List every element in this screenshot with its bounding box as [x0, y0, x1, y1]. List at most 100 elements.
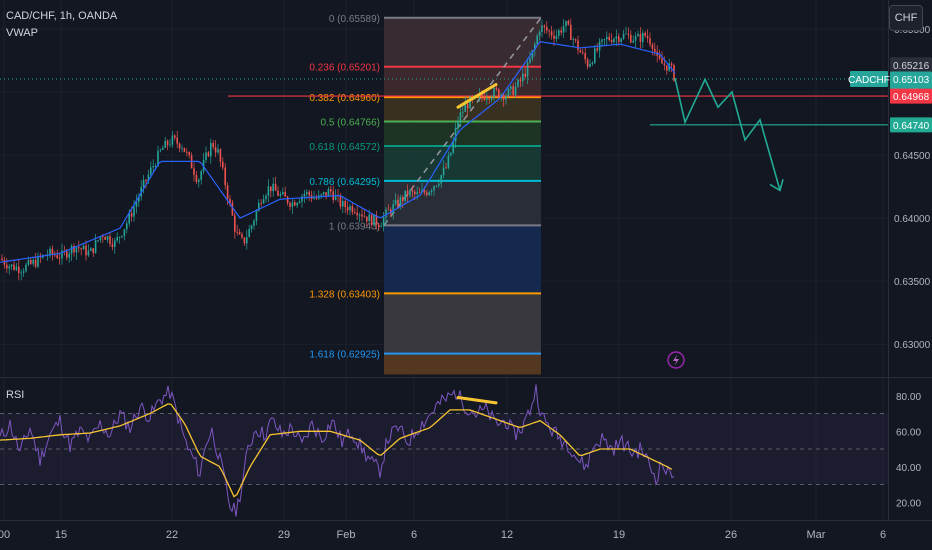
rsi-tick-label: 20.00: [896, 498, 921, 509]
currency-button[interactable]: CHF: [889, 5, 923, 31]
candle-body: [507, 88, 510, 97]
symbol-tag-box: [850, 71, 888, 88]
candle-body: [582, 52, 584, 54]
candle-body: [248, 229, 250, 238]
candle-body: [296, 203, 298, 206]
candle-body: [423, 190, 426, 193]
candle-body: [632, 40, 634, 43]
divergence-line-price[interactable]: [456, 82, 498, 109]
fib-level-label: 0.618 (0.64572): [309, 142, 380, 153]
candle-body: [574, 39, 577, 41]
candle-body: [121, 235, 123, 237]
candle-body: [277, 190, 279, 196]
rsi-line: [0, 384, 675, 517]
candle-body: [303, 193, 306, 197]
candle-body: [82, 245, 85, 250]
candle-body: [354, 212, 356, 213]
candle-body: [346, 207, 349, 211]
candle-body: [418, 192, 421, 194]
candle-body: [198, 179, 200, 182]
candle-body: [488, 98, 490, 100]
candle-body: [666, 65, 668, 71]
candle-body: [457, 121, 459, 129]
candle-body: [282, 192, 284, 195]
candle-body: [565, 20, 567, 27]
candle-body: [493, 87, 495, 98]
candle-body: [394, 199, 397, 205]
price-label-box: [890, 117, 932, 133]
candle-body: [298, 201, 301, 204]
fib-level-label: 1.618 (0.62925): [309, 350, 380, 361]
lightning-icon[interactable]: [667, 351, 685, 369]
candle-body: [255, 210, 258, 221]
candle-body: [668, 63, 670, 71]
candle-body: [334, 195, 337, 200]
candle-body: [126, 223, 128, 230]
candle-body: [673, 65, 675, 81]
candle-body: [349, 206, 351, 211]
lightning-icon-bolt: [673, 354, 679, 366]
price-label-text: 0.64740: [893, 121, 930, 132]
rsi-tick-label: 40.00: [896, 463, 921, 474]
candle-body: [1, 258, 3, 261]
candle-body: [147, 174, 150, 181]
candle-body: [306, 191, 308, 194]
candle-body: [327, 189, 330, 196]
projection-path[interactable]: [667, 77, 784, 369]
candle-body: [409, 190, 411, 196]
candle-body: [644, 32, 646, 37]
candle-body: [531, 50, 534, 59]
symbol-title[interactable]: CAD/CHF, 1h, OANDA: [6, 10, 118, 22]
candle-body: [658, 55, 661, 59]
candle-body: [370, 214, 373, 226]
candle-body: [613, 38, 615, 43]
candle-body: [73, 245, 75, 253]
candle-body: [606, 36, 608, 40]
candle-body: [243, 237, 246, 244]
divergence-line-rsi[interactable]: [456, 396, 498, 405]
candle-body: [128, 213, 130, 224]
candle-body: [562, 26, 565, 33]
rsi-indicator-label[interactable]: RSI: [6, 389, 25, 401]
candle-body: [589, 63, 591, 67]
candle-body: [625, 33, 627, 35]
candle-body: [459, 112, 462, 122]
vwap-indicator-label[interactable]: VWAP: [6, 27, 38, 39]
candle-body: [469, 97, 471, 109]
fib-level-label: 0 (0.65589): [329, 14, 380, 25]
time-tick-label: 6: [411, 529, 417, 541]
candle-body: [486, 98, 488, 100]
candle-body: [447, 155, 450, 168]
fib-zone: [384, 121, 541, 147]
candle-body: [414, 191, 416, 194]
candle-body: [3, 260, 6, 265]
candle-body: [670, 63, 673, 66]
candle-body: [49, 248, 51, 255]
candle-body: [639, 34, 642, 42]
candle-body: [534, 44, 536, 51]
candle-body: [512, 86, 514, 95]
candle-body: [210, 142, 212, 157]
candle-body: [397, 199, 399, 207]
candle-body: [591, 62, 594, 64]
time-tick-label: 26: [725, 529, 737, 541]
candle-body: [541, 25, 543, 32]
candle-body: [294, 202, 296, 206]
candle-body: [301, 196, 303, 202]
candle-body: [80, 248, 82, 250]
candle-body: [37, 255, 39, 267]
candle-body: [178, 143, 181, 149]
candle-body: [150, 167, 152, 175]
candle-body: [322, 192, 325, 195]
time-tick-label: 19: [613, 529, 625, 541]
candle-body: [174, 135, 176, 138]
projection-polyline[interactable]: [674, 77, 781, 191]
candle-body: [258, 202, 260, 211]
fib-zone: [384, 225, 541, 294]
horizontal-lines[interactable]: [0, 78, 888, 126]
candle-body: [286, 196, 289, 204]
candle-body: [519, 79, 522, 82]
candle-body: [373, 214, 375, 226]
time-tick-label: 6: [880, 529, 886, 541]
